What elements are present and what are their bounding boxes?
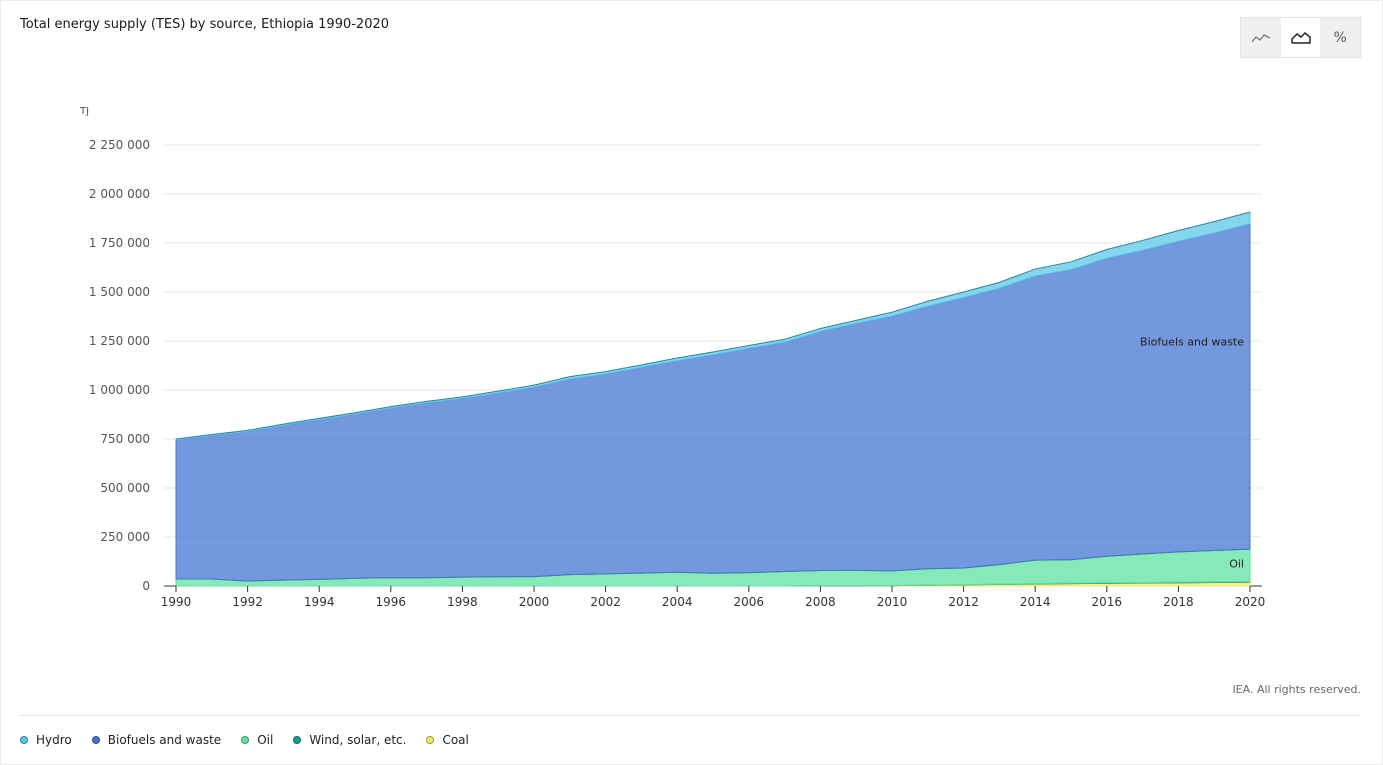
legend-label: Coal — [442, 733, 469, 747]
chart-title: Total energy supply (TES) by source, Eth… — [20, 17, 390, 32]
x-tick-label: 2014 — [1020, 595, 1051, 609]
x-tick-label: 1990 — [161, 595, 192, 609]
line-view-button[interactable] — [1241, 18, 1281, 57]
y-tick-label: 1 000 000 — [89, 383, 150, 397]
x-tick-label: 2012 — [948, 595, 979, 609]
area-chart-icon — [1290, 31, 1311, 44]
legend-label: Wind, solar, etc. — [309, 733, 407, 747]
y-tick-label: 1 500 000 — [89, 285, 150, 299]
x-tick-label: 1992 — [232, 595, 263, 609]
copyright-note: IEA. All rights reserved. — [1232, 683, 1361, 696]
series-annotation: Biofuels and waste — [1140, 335, 1244, 348]
y-tick-label: 0 — [142, 579, 150, 593]
series-line — [175, 211, 1251, 440]
x-tick-label: 2008 — [805, 595, 836, 609]
x-tick-label: 1996 — [376, 595, 407, 609]
y-tick-label: 1 250 000 — [89, 334, 150, 348]
x-tick-label: 2010 — [877, 595, 908, 609]
x-tick-label: 2006 — [734, 595, 765, 609]
chart-view-toggle[interactable]: % — [1240, 17, 1361, 58]
legend-item-hydro[interactable]: Hydro — [20, 733, 72, 747]
y-axis-unit: TJ — [79, 106, 89, 117]
legend-label: Oil — [257, 733, 274, 747]
legend-item-coal[interactable]: Coal — [426, 733, 469, 747]
percent-icon: % — [1333, 29, 1347, 46]
x-tick-label: 2002 — [590, 595, 621, 609]
legend-dot-wind-solar — [293, 736, 302, 744]
legend-dot-hydro — [20, 736, 28, 744]
x-tick-label: 2000 — [519, 595, 550, 609]
y-tick-label: 250 000 — [100, 530, 150, 544]
y-tick-label: 750 000 — [100, 432, 150, 446]
legend-label: Biofuels and waste — [107, 733, 222, 747]
legend-label: Hydro — [36, 733, 72, 747]
legend-dot-oil — [241, 736, 250, 744]
line-chart-icon — [1251, 33, 1271, 42]
legend-divider — [20, 715, 1361, 716]
legend-dot-biofuels — [91, 736, 100, 744]
y-tick-label: 500 000 — [100, 481, 150, 495]
x-tick-label: 2018 — [1163, 595, 1194, 609]
legend-item-wind-solar[interactable]: Wind, solar, etc. — [293, 733, 406, 747]
series-annotation: Oil — [1229, 558, 1244, 571]
x-tick-label: 2004 — [662, 595, 693, 609]
y-tick-label: 1 750 000 — [89, 236, 150, 250]
area-hydro — [175, 211, 1251, 441]
y-tick-label: 2 250 000 — [89, 138, 150, 152]
legend-item-biofuels[interactable]: Biofuels and waste — [91, 733, 222, 747]
area-view-button[interactable] — [1280, 18, 1321, 57]
y-tick-label: 2 000 000 — [89, 187, 150, 201]
percent-view-button[interactable]: % — [1320, 18, 1360, 57]
x-tick-label: 2016 — [1092, 595, 1123, 609]
area-biofuels-and-waste — [175, 223, 1251, 582]
legend-item-oil[interactable]: Oil — [241, 733, 273, 747]
x-tick-label: 1998 — [447, 595, 478, 609]
x-tick-label: 2020 — [1235, 595, 1266, 609]
x-tick-label: 1994 — [304, 595, 335, 609]
legend: Hydro Biofuels and waste Oil Wind, solar… — [20, 733, 489, 747]
legend-dot-coal — [426, 736, 435, 744]
